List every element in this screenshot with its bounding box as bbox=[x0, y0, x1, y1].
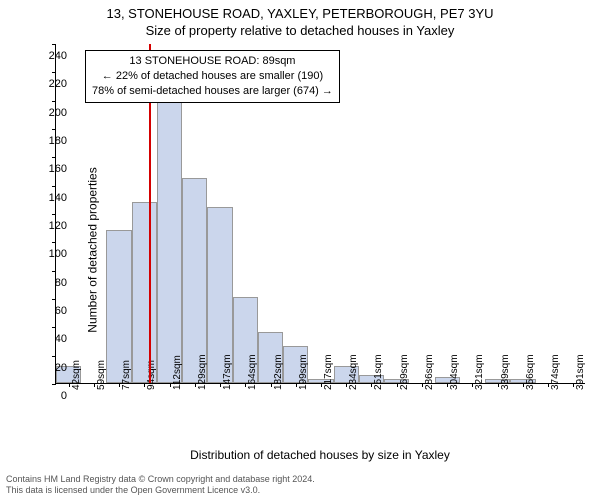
y-tick-mark bbox=[52, 72, 56, 73]
chart-area: 13 STONEHOUSE ROAD: 89sqm ← 22% of detac… bbox=[55, 44, 585, 384]
x-tick-label: 217sqm bbox=[323, 354, 334, 390]
footer-line2: This data is licensed under the Open Gov… bbox=[6, 485, 315, 496]
histogram-bar bbox=[182, 178, 207, 383]
title-address: 13, STONEHOUSE ROAD, YAXLEY, PETERBOROUG… bbox=[0, 0, 600, 21]
histogram-bar bbox=[132, 202, 157, 383]
x-tick-label: 374sqm bbox=[550, 354, 561, 390]
x-tick-label: 77sqm bbox=[121, 360, 132, 390]
x-tick-mark bbox=[119, 383, 120, 387]
x-tick-label: 94sqm bbox=[146, 360, 157, 390]
x-tick-label: 59sqm bbox=[96, 360, 107, 390]
x-tick-label: 164sqm bbox=[247, 354, 258, 390]
title-subtitle: Size of property relative to detached ho… bbox=[0, 21, 600, 38]
y-tick-mark bbox=[52, 299, 56, 300]
callout-line2: ← 22% of detached houses are smaller (19… bbox=[92, 69, 333, 84]
x-tick-mark bbox=[170, 383, 171, 387]
y-tick-mark bbox=[52, 214, 56, 215]
x-tick-label: 251sqm bbox=[373, 354, 384, 390]
y-tick-label: 60 bbox=[55, 305, 67, 317]
y-tick-mark bbox=[52, 356, 56, 357]
x-tick-mark bbox=[94, 383, 95, 387]
x-tick-label: 112sqm bbox=[172, 355, 183, 390]
y-tick-label: 80 bbox=[55, 277, 67, 289]
y-tick-label: 20 bbox=[55, 362, 67, 374]
x-tick-label: 391sqm bbox=[575, 354, 586, 390]
y-tick-mark bbox=[52, 384, 56, 385]
x-tick-label: 199sqm bbox=[298, 354, 309, 390]
x-tick-mark bbox=[498, 383, 499, 387]
x-tick-mark bbox=[321, 383, 322, 387]
x-tick-mark bbox=[422, 383, 423, 387]
x-tick-mark bbox=[523, 383, 524, 387]
footer-line1: Contains HM Land Registry data © Crown c… bbox=[6, 474, 315, 485]
x-tick-mark bbox=[220, 383, 221, 387]
y-tick-label: 240 bbox=[49, 50, 67, 62]
x-tick-label: 356sqm bbox=[525, 354, 536, 390]
x-tick-label: 182sqm bbox=[273, 354, 284, 390]
x-tick-label: 147sqm bbox=[222, 354, 233, 390]
y-tick-mark bbox=[52, 271, 56, 272]
y-tick-label: 0 bbox=[61, 390, 67, 402]
callout-box: 13 STONEHOUSE ROAD: 89sqm ← 22% of detac… bbox=[85, 50, 340, 103]
y-tick-label: 180 bbox=[49, 135, 67, 147]
x-tick-mark bbox=[397, 383, 398, 387]
x-tick-label: 129sqm bbox=[197, 354, 208, 390]
y-tick-label: 160 bbox=[49, 163, 67, 175]
callout-line3: 78% of semi-detached houses are larger (… bbox=[92, 84, 333, 99]
x-tick-mark bbox=[195, 383, 196, 387]
y-tick-label: 140 bbox=[49, 192, 67, 204]
y-tick-label: 120 bbox=[49, 220, 67, 232]
y-tick-label: 40 bbox=[55, 333, 67, 345]
y-tick-mark bbox=[52, 44, 56, 45]
x-tick-label: 234sqm bbox=[348, 354, 359, 390]
x-tick-label: 304sqm bbox=[449, 354, 460, 390]
y-tick-mark bbox=[52, 101, 56, 102]
y-tick-mark bbox=[52, 129, 56, 130]
y-tick-label: 200 bbox=[49, 107, 67, 119]
x-tick-mark bbox=[69, 383, 70, 387]
histogram-bar bbox=[157, 101, 182, 383]
y-tick-mark bbox=[52, 242, 56, 243]
x-tick-label: 321sqm bbox=[474, 354, 485, 390]
x-tick-label: 42sqm bbox=[71, 360, 82, 390]
x-tick-label: 339sqm bbox=[500, 354, 511, 390]
x-tick-label: 286sqm bbox=[424, 354, 435, 390]
x-tick-label: 269sqm bbox=[399, 354, 410, 390]
y-tick-label: 100 bbox=[49, 248, 67, 260]
y-tick-mark bbox=[52, 186, 56, 187]
x-tick-mark bbox=[548, 383, 549, 387]
y-tick-mark bbox=[52, 327, 56, 328]
x-axis-label: Distribution of detached houses by size … bbox=[55, 448, 585, 462]
y-tick-label: 220 bbox=[49, 78, 67, 90]
callout-line1: 13 STONEHOUSE ROAD: 89sqm bbox=[92, 54, 333, 69]
footer-attribution: Contains HM Land Registry data © Crown c… bbox=[6, 474, 315, 497]
x-tick-mark bbox=[296, 383, 297, 387]
x-tick-mark bbox=[271, 383, 272, 387]
y-tick-mark bbox=[52, 157, 56, 158]
